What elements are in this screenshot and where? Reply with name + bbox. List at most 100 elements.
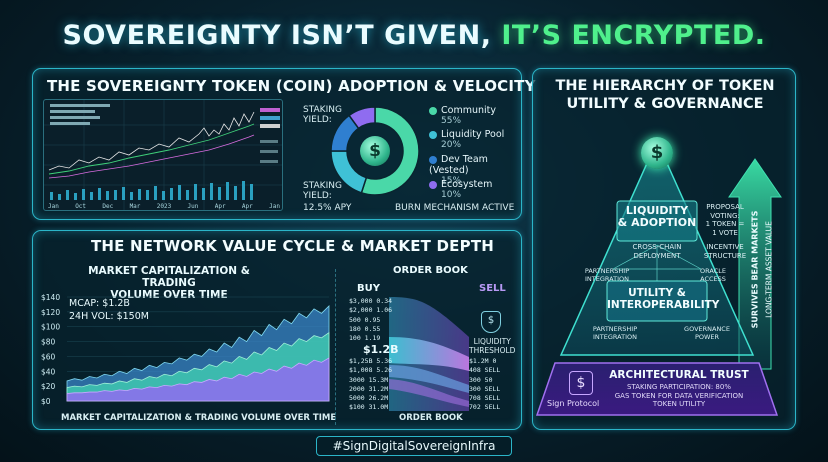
governance-power-label: GOVERNANCE POWER [677,325,737,341]
adoption-panel-title: THE SOVEREIGNTY TOKEN (COIN) ADOPTION & … [47,77,536,95]
legend-label: Liquidity Pool [441,129,505,140]
page-headline: SOVEREIGNTY ISN’T GIVEN, IT’S ENCRYPTED. [0,20,828,51]
tier2-title: UTILITY & INTEROPERABILITY [607,287,719,311]
hierarchy-title-line2: UTILITY & GOVERNANCE [566,96,764,112]
mini-axis-tick: Mar [129,203,141,210]
hierarchy-pyramid [535,139,782,416]
legend-pct: 15% [441,176,462,186]
orderbook-row: $2,000 1.06 [349,306,393,315]
orderbook-caption: ORDER BOOK [399,413,463,423]
partnership-integration-upper: PARTNERSHIP INTEGRATION [577,267,637,283]
mini-chart-ma2-line [48,134,255,179]
token-distribution-donut [330,106,420,196]
orderbook-lower-rows: $1,25B 5.36 $1,008 5.26 3000 15.3M 2000 … [349,357,392,413]
tier2-title-line1: UTILITY & [628,287,686,299]
gov-line2: POWER [694,333,720,341]
tier3-title: ARCHITECTURAL TRUST [609,369,749,381]
legend-community: Community 55% [429,105,496,127]
y-tick-label: $140 [41,293,60,302]
liquidity-threshold-label: LIQUIDITY THRESHOLD [469,337,515,355]
legend-dot [429,180,437,189]
mini-axis-tick: Oct [75,203,87,210]
orderbook-row: 500 0.95 [349,315,381,324]
orderbook-row: 100 1.19 [349,334,381,343]
mcap-title-line2: VOLUME OVER TIME [110,289,228,301]
staking-apy: 12.5% APY [303,203,352,213]
mini-chart-axis: Jan Oct Dec Mar 2023 Jun Apr Apr Jan [48,203,280,210]
tier3-box [535,362,779,416]
gov-line1: GOVERNANCE [684,325,730,333]
legend-liquidity: Liquidity Pool 20% [429,129,504,151]
tier1-title-line2: & ADOPTION [617,216,697,229]
partner-line1: PARTNERSHIP [584,267,630,275]
section-divider [335,269,336,425]
legend-dot [429,155,437,164]
staking-yield-bottom-label: STAKING YIELD: [303,181,342,201]
orderbook-row: 2000 31.2M [349,384,389,393]
partner-line2: INTEGRATION [585,275,629,283]
network-panel-title: THE NETWORK VALUE CYCLE & MARKET DEPTH [91,237,495,255]
tier1-sub-line2: DEPLOYMENT [633,252,681,260]
proposal-voting-label: PROPOSAL VOTING: 1 TOKEN = 1 VOTE [701,203,749,237]
orderbook-title: ORDER BOOK [393,265,468,276]
hierarchy-panel: THE HIERARCHY OF TOKEN UTILITY & GOVERNA… [532,68,796,430]
partnership-integration-lower: PARTNERSHIP INTEGRATION [583,325,647,341]
tier1-subtitle: CROSS-CHAIN DEPLOYMENT [617,243,697,261]
partner2-line1: PARTNERSHIP [592,325,638,333]
orderbook-row: 702 SELL [469,403,501,412]
hashtag-footer: #SignDigitalSovereignInfra [316,436,512,456]
mini-chart-side-labels [260,108,280,163]
proposal-line4: 1 VOTE [712,228,738,237]
mini-axis-tick: Jan [269,203,280,210]
mcap-value: MCAP: $1.2B [69,298,130,309]
network-panel: THE NETWORK VALUE CYCLE & MARKET DEPTH M… [32,230,522,430]
incentive-line1: INCENTIVE [706,243,744,251]
orderbook-row: $100 31.0M [349,403,389,412]
mini-axis-tick: Jun [187,203,199,210]
hierarchy-coin-icon: $ [641,137,673,169]
legend-label: Community [441,105,496,116]
y-tick-label: $0 [41,397,51,406]
tier3-sub-line3: TOKEN UTILITY [652,400,706,408]
proposal-line3: 1 TOKEN = [705,220,745,228]
mcap-chart-title: MARKET CAPITALIZATION & TRADING VOLUME O… [69,265,269,301]
mcap-area-chart: $140 $120 $100 $80 $60 $40 $20 $0 [41,293,330,406]
donut-slice-community [360,106,420,196]
mini-chart-ma-line [48,123,255,175]
volume-value: 24H VOL: $150M [69,311,149,322]
legend-label: Ecosystem [441,179,493,190]
headline-part2: IT’S ENCRYPTED. [501,20,766,51]
burn-mechanism-label: BURN MECHANISM ACTIVE [395,203,515,213]
orderbook-row: $1,25B 5.36 [349,357,393,365]
oracle-access-label: ORACLE ACCESS [691,267,735,283]
orderbook-buy-rows: $3,000 0.34 $2,000 1.06 500 0.95 180 0.5… [349,297,392,343]
y-tick-label: $100 [41,323,60,332]
mini-axis-tick: 2023 [156,203,172,210]
pyramid-network-lines [612,244,702,281]
tier3-sub-line2: GAS TOKEN FOR DATA VERIFICATION [614,391,744,400]
mcap-x-caption: MARKET CAPITALIZATION & TRADING VOLUME O… [61,413,337,423]
legend-pct: 10% [441,190,462,200]
mcap-annotation: MCAP: $1.2B 24H VOL: $150M [69,297,149,323]
headline-part1: SOVEREIGNTY ISN’T GIVEN, [62,20,502,51]
donut-coin-icon: $ [360,136,390,166]
legend-ecosystem: Ecosystem 10% [429,179,492,201]
orderbook-row: $3,000 0.34 [349,297,393,305]
orderbook-row: 300 SELL [469,384,501,393]
tier1-title-line1: LIQUIDITY [625,204,689,217]
orderbook-mid-price: $1.2B [363,343,399,356]
tier3-sub-line1: STAKING PARTICIPATION: 80% [627,383,731,391]
legend-dot [429,106,437,115]
proposal-line1: PROPOSAL [706,203,744,211]
y-tick-label: $120 [41,308,60,317]
liquidity-line2: THRESHOLD [469,346,516,355]
legend-label: Dev Team (Vested) [429,154,488,176]
orderbook-row: 5000 26.2M [349,394,389,403]
liquidity-shield-icon: $ [481,311,501,333]
mini-chart-svg [44,100,282,210]
hierarchy-title-line1: THE HIERARCHY OF TOKEN [555,78,775,94]
orderbook-sell-rows: $1.2M 0 408 SELL 300 50 300 SELL 708 SEL… [469,357,500,413]
mcap-title-line1: MARKET CAPITALIZATION & TRADING [88,265,250,289]
orderbook-depth-chart [389,297,469,411]
hierarchy-title: THE HIERARCHY OF TOKEN UTILITY & GOVERNA… [533,77,797,113]
